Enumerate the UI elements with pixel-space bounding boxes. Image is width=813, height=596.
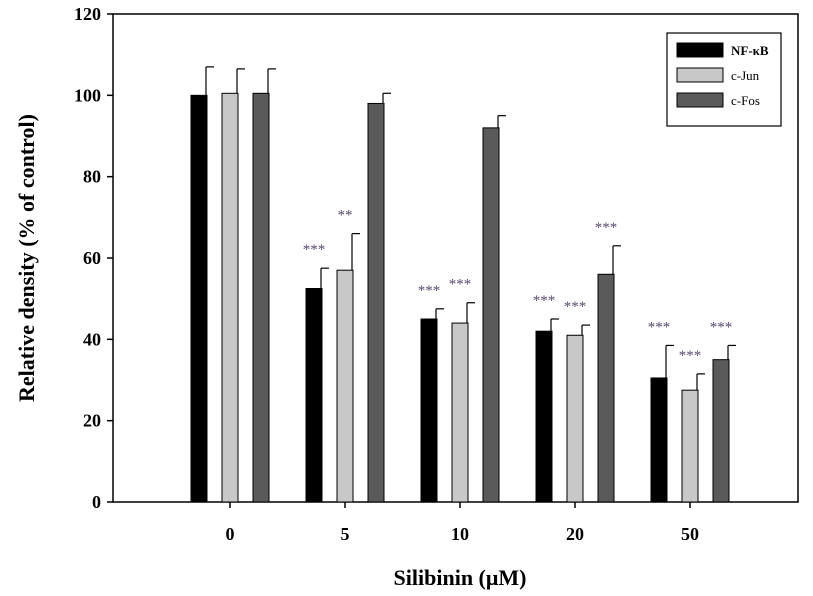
bar [597,273,615,503]
bar [252,92,270,503]
significance-label: *** [710,319,733,335]
legend-label: NF-κB [731,43,769,58]
x-tick-label: 50 [681,524,699,544]
bar [451,322,469,503]
legend-label: c-Jun [731,68,760,83]
legend-label: c-Fos [731,93,760,108]
significance-labels: ***************************** [303,208,733,364]
significance-label: *** [303,242,326,258]
bar [650,377,668,503]
y-axis-title: Relative density (% of control) [14,114,39,402]
x-axis-title: Silibinin (μM) [394,565,527,590]
significance-label: *** [679,348,702,364]
legend: NF-κB c-Jun c-Fos [666,32,782,127]
bar [712,359,730,503]
bar [305,288,323,503]
significance-label: *** [449,277,472,293]
bar [535,330,553,503]
x-tick-label: 5 [341,524,350,544]
significance-label: *** [595,220,618,236]
y-tick-label: 100 [74,85,101,105]
x-tick-label: 0 [226,524,235,544]
legend-swatch [676,67,724,83]
legend-swatch [676,92,724,108]
legend-swatch [676,42,724,58]
bar [420,318,438,503]
x-tick-label: 20 [566,524,584,544]
y-tick-label: 20 [83,411,101,431]
y-tick-label: 40 [83,329,101,349]
y-tick-label: 0 [92,492,101,512]
bar [367,102,385,503]
significance-label: *** [533,293,556,309]
x-tick-label: 10 [451,524,469,544]
y-tick-label: 60 [83,248,101,268]
y-tick-label: 120 [74,4,101,24]
bar [566,334,584,503]
significance-label: *** [564,299,587,315]
bar [221,92,239,503]
bar [336,269,354,503]
significance-label: ** [338,208,353,224]
significance-label: *** [418,283,441,299]
bar [681,389,699,503]
bar [482,127,500,503]
bars [190,92,730,503]
significance-label: *** [648,319,671,335]
axes: 0 20 40 60 80 100 120 0 5 10 20 50 [74,4,699,544]
y-tick-label: 80 [83,167,101,187]
error-bars [205,66,736,391]
bar [190,94,208,503]
